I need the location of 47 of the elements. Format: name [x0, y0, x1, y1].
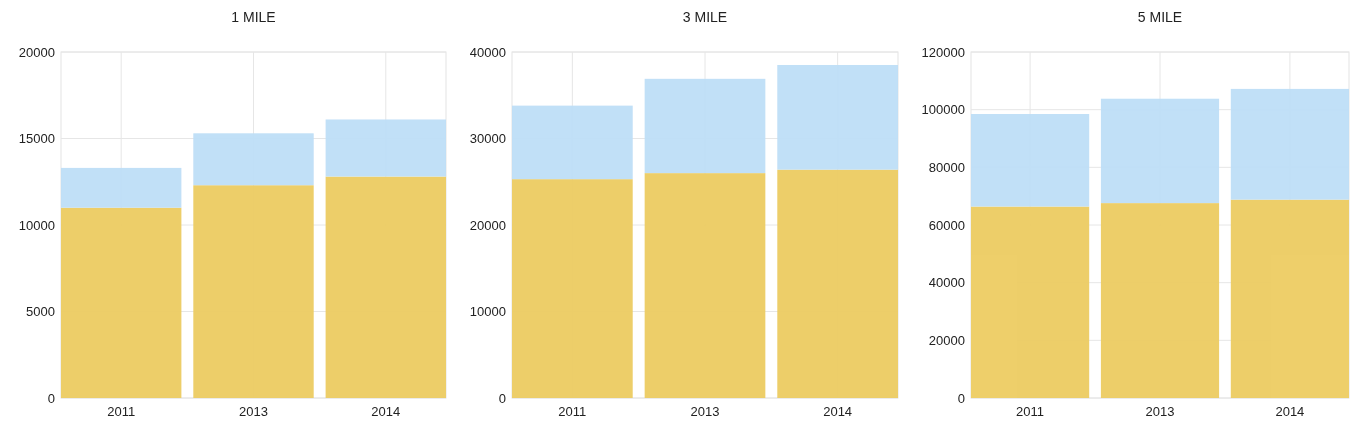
y-tick-label: 40000 — [928, 275, 965, 291]
bar — [193, 185, 314, 398]
x-tick-label: 2014 — [371, 404, 401, 419]
x-tick-label: 2014 — [1275, 404, 1305, 419]
x-tick-label: 2011 — [558, 404, 587, 419]
chart-title: 1 MILE — [231, 9, 276, 25]
x-tick-label: 2013 — [239, 404, 268, 419]
y-tick-label: 15000 — [18, 131, 55, 147]
y-tick-label: 10000 — [469, 304, 506, 320]
bar — [61, 207, 182, 398]
bar — [971, 206, 1090, 398]
bar — [1230, 88, 1349, 200]
y-tick-label: 60000 — [928, 217, 965, 233]
bar — [193, 133, 314, 186]
bar — [512, 179, 633, 398]
bar — [644, 173, 766, 398]
bar — [61, 167, 182, 208]
x-tick-label: 2011 — [107, 404, 136, 419]
x-tick-label: 2011 — [1016, 404, 1045, 419]
y-tick-label: 5000 — [26, 304, 55, 320]
x-tick-label: 2013 — [1145, 404, 1175, 419]
chart-title: 3 MILE — [682, 9, 728, 25]
bar — [1100, 203, 1220, 398]
bar — [777, 169, 898, 398]
y-tick-label: 10000 — [18, 217, 55, 233]
y-tick-label: 80000 — [928, 159, 965, 175]
bar — [644, 78, 766, 174]
y-tick-label: 40000 — [469, 44, 506, 60]
bar — [325, 176, 446, 398]
x-tick-label: 2013 — [690, 404, 720, 419]
y-tick-label: 20000 — [469, 217, 506, 233]
bar — [512, 105, 633, 180]
y-tick-label: 20000 — [18, 44, 55, 60]
y-tick-label: 0 — [47, 390, 55, 406]
bar — [1230, 199, 1349, 398]
bar — [325, 119, 446, 177]
bar — [777, 64, 898, 170]
chart-title: 5 MILE — [1137, 9, 1183, 25]
y-tick-label: 0 — [498, 390, 506, 406]
x-tick-label: 2014 — [823, 404, 853, 419]
y-tick-label: 100000 — [921, 102, 965, 118]
y-tick-label: 20000 — [928, 332, 965, 348]
bar — [1100, 98, 1220, 204]
y-tick-label: 30000 — [469, 131, 506, 147]
y-tick-label: 0 — [957, 390, 965, 406]
y-tick-label: 120000 — [921, 44, 965, 60]
bar — [971, 113, 1090, 207]
